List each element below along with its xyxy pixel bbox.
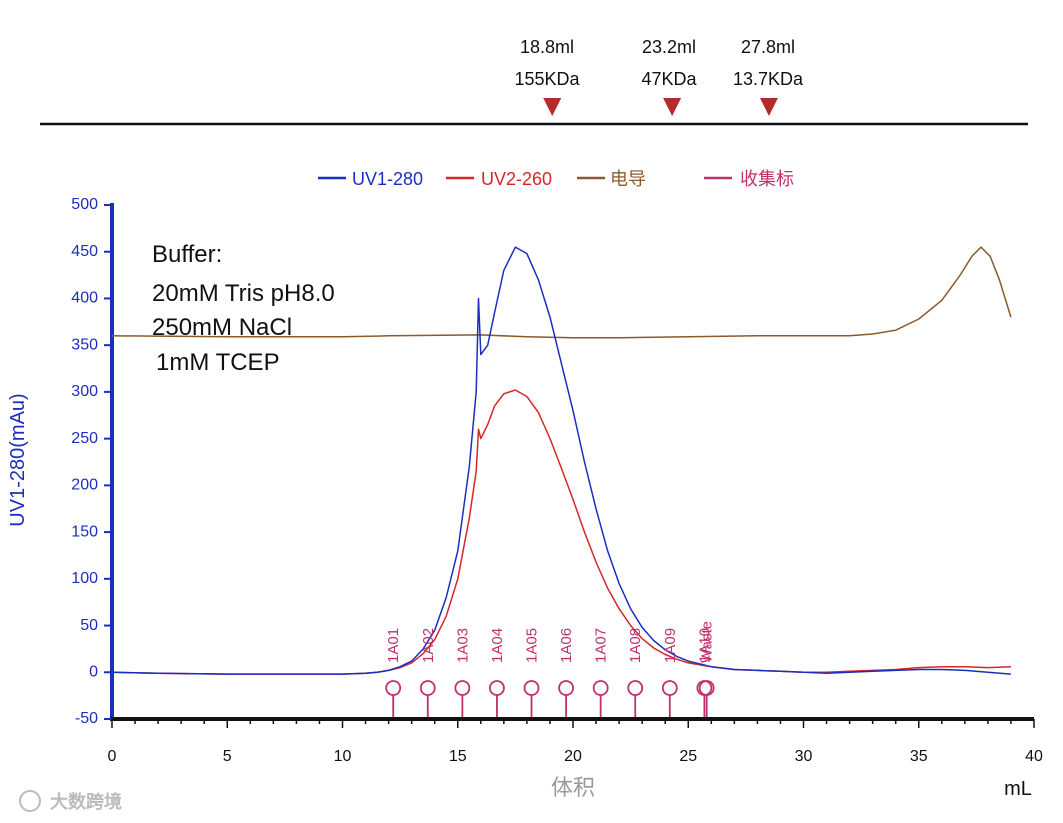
y-tick-label: -50 [75, 710, 98, 727]
x-tick-label: 30 [795, 748, 813, 765]
buffer-line-4: 1mM TCEP [156, 349, 280, 376]
fraction-label: 1A04 [489, 628, 506, 663]
buffer-line-2: 20mM Tris pH8.0 [152, 280, 335, 307]
fraction-label: 1A02 [420, 628, 437, 663]
fraction-marker [523, 680, 540, 696]
x-tick-label: 20 [564, 748, 582, 765]
mw-marker-weight: 47KDa [641, 69, 697, 89]
legend-label-frac: 收集标 [740, 169, 794, 189]
fraction-marker [385, 680, 402, 696]
y-tick-label: 300 [71, 383, 98, 400]
fraction-label: 1A07 [593, 628, 610, 663]
fraction-label: 1A01 [385, 628, 402, 663]
watermark-logo-icon [19, 790, 41, 812]
x-tick-label: 25 [679, 748, 697, 765]
y-ticks: -50 0 50 100 150 200 250 300 350 400 450 500 [71, 196, 112, 727]
y-tick-label: 100 [71, 570, 98, 587]
y-tick-label: 450 [71, 243, 98, 260]
mw-marker-volume: 18.8ml [520, 37, 574, 57]
fraction-label: 1A10 [696, 628, 713, 663]
fraction-marker [558, 680, 574, 696]
fraction-marker [698, 680, 715, 696]
y-axis-title: UV1-280(mAu) [7, 393, 29, 526]
x-ticks: 0 5 10 15 20 25 30 35 40 [108, 719, 1043, 765]
x-tick-label: 40 [1025, 748, 1043, 765]
mw-marker-weight: 155KDa [514, 69, 580, 89]
mw-marker-volume: 23.2ml [642, 37, 696, 57]
series-group [111, 246, 1012, 675]
x-tick-label: 15 [449, 748, 467, 765]
fraction-marker [489, 680, 505, 696]
mw-marker-triangle [759, 98, 778, 116]
legend: UV1-280 UV2-260 电导 收集标 [318, 169, 794, 189]
y-tick-label: 150 [71, 523, 98, 540]
mw-marker-volume: 27.8ml [741, 37, 795, 57]
mw-markers: 18.8ml 155KDa 23.2ml 47KDa 27.8ml 13.7KDa [514, 37, 804, 116]
buffer-annotation: Buffer: 20mM Tris pH8.0 250mM NaCl 1mM T… [152, 241, 335, 376]
fraction-marks: 1A01 1A02 1A03 1A04 1A05 1A06 1A07 1A08 1A09 1A10… [385, 621, 716, 717]
watermark: 大数跨境 [19, 790, 122, 812]
legend-label-uv1: UV1-280 [352, 169, 423, 189]
fraction-marker [454, 680, 471, 696]
legend-label-cond: 电导 [610, 169, 646, 189]
y-tick-label: 0 [89, 663, 98, 680]
y-tick-label: 350 [71, 336, 98, 353]
fraction-marker [627, 680, 644, 696]
buffer-line-3: 250mM NaCl [152, 314, 292, 341]
mw-marker-triangle [663, 98, 682, 116]
buffer-line-1: Buffer: [152, 241, 222, 268]
x-tick-label: 35 [910, 748, 928, 765]
fraction-label: Waste [699, 621, 716, 663]
x-tick-label: 0 [108, 748, 117, 765]
fraction-label: 1A05 [524, 628, 541, 663]
y-tick-label: 250 [71, 430, 98, 447]
x-tick-label: 10 [334, 748, 352, 765]
mw-marker-weight: 13.7KDa [733, 69, 804, 89]
fraction-label: 1A09 [662, 628, 679, 663]
mw-marker-triangle [543, 98, 562, 116]
fraction-marker [661, 680, 678, 696]
series-line-UV1-280 [111, 246, 1011, 675]
x-axis-title: 体积 [551, 775, 595, 800]
y-tick-label: 200 [71, 477, 98, 494]
fraction-label: 1A06 [558, 628, 575, 663]
x-axis-unit: mL [1004, 778, 1032, 800]
watermark-text: 大数跨境 [50, 791, 122, 812]
series-line-电导 [111, 246, 1012, 339]
y-tick-label: 500 [71, 196, 98, 213]
y-tick-label: 50 [80, 617, 98, 634]
fraction-label: 1A08 [627, 628, 644, 663]
x-tick-label: 5 [223, 748, 232, 765]
fraction-marker [419, 680, 436, 696]
y-tick-label: 400 [71, 290, 98, 307]
fraction-label: 1A03 [454, 628, 471, 663]
fraction-marker [592, 680, 609, 696]
legend-label-uv2: UV2-260 [481, 169, 552, 189]
